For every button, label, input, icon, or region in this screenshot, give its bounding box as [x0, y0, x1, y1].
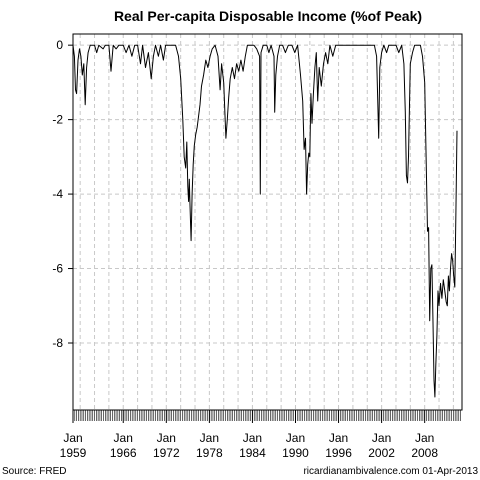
- plot-frame: [72, 33, 463, 411]
- chart-title: Real Per-capita Disposable Income (%of P…: [114, 8, 422, 24]
- y-tick-label: -2: [52, 113, 63, 127]
- x-tick-year-label: 1978: [196, 446, 223, 460]
- x-tick-month-label: Jan: [415, 431, 434, 445]
- x-axis: Jan1959Jan1966Jan1972Jan1978Jan1984Jan19…: [60, 410, 461, 460]
- x-tick-year-label: 2008: [411, 446, 438, 460]
- credit-label: ricardianambivalence.com 01-Apr-2013: [303, 466, 478, 477]
- y-tick-label: -8: [52, 336, 63, 350]
- series-group: [72, 44, 458, 398]
- x-tick-year-label: 1959: [60, 446, 87, 460]
- x-tick-year-label: 1972: [153, 446, 180, 460]
- y-tick-label: -6: [52, 262, 63, 276]
- x-tick-month-label: Jan: [114, 431, 133, 445]
- x-tick-year-label: 1984: [239, 446, 266, 460]
- y-tick-label: -4: [52, 187, 63, 201]
- series-line: [72, 44, 458, 398]
- x-tick-year-label: 1996: [325, 446, 352, 460]
- x-tick-month-label: Jan: [243, 431, 262, 445]
- y-axis: 0 -2 -4 -6 -8: [52, 38, 73, 350]
- y-tick-label: 0: [56, 38, 63, 52]
- x-tick-month-label: Jan: [372, 431, 391, 445]
- x-tick-year-label: 1990: [282, 446, 309, 460]
- x-tick-month-label: Jan: [286, 431, 305, 445]
- x-tick-month-label: Jan: [157, 431, 176, 445]
- x-tick-month-label: Jan: [329, 431, 348, 445]
- x-tick-year-label: 1966: [110, 446, 137, 460]
- grid: [73, 34, 462, 410]
- source-label: Source: FRED: [2, 466, 67, 477]
- x-tick-year-label: 2002: [368, 446, 395, 460]
- x-tick-month-label: Jan: [63, 431, 82, 445]
- x-tick-month-label: Jan: [200, 431, 219, 445]
